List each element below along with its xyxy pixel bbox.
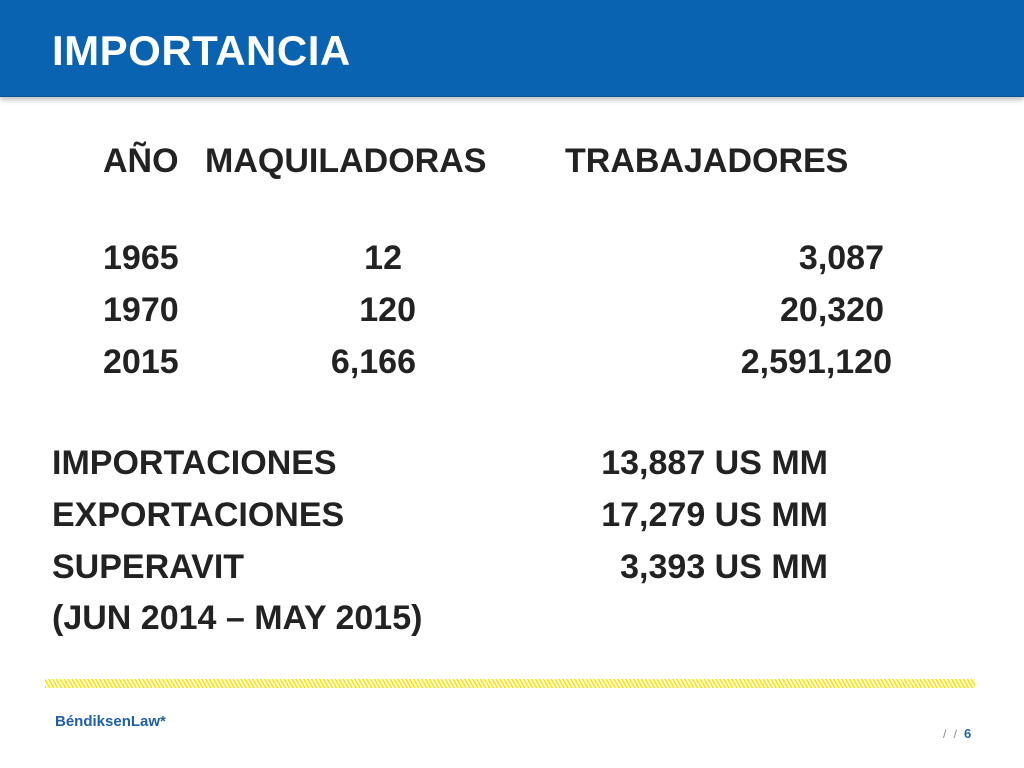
year-cell: 1965 (103, 239, 179, 277)
plants-cell: 120 (359, 291, 416, 329)
workers-cell: 2,591,120 (740, 343, 892, 381)
workers-column-header: TRABAJADORES (565, 142, 849, 180)
brand-logo: BéndiksenLaw* (55, 713, 166, 730)
header-band: IMPORTANCIA (0, 0, 1024, 97)
year-cell: 2015 (103, 343, 179, 381)
imports-value: 13,887 US MM (601, 444, 828, 482)
plants-cell: 12 (364, 239, 402, 277)
year-cell: 1970 (103, 291, 179, 329)
yellow-hatched-divider (45, 679, 975, 688)
workers-cell: 20,320 (780, 291, 884, 329)
slide-title: IMPORTANCIA (52, 27, 351, 74)
plants-column-header: MAQUILADORAS (205, 142, 487, 180)
page-number: 6 (964, 726, 972, 741)
period-note: (JUN 2014 – MAY 2015) (52, 599, 423, 637)
imports-label: IMPORTACIONES (52, 444, 337, 482)
surplus-label: SUPERAVIT (52, 548, 245, 586)
exports-value: 17,279 US MM (601, 496, 828, 534)
exports-label: EXPORTACIONES (52, 496, 345, 534)
plants-cell: 6,166 (330, 343, 416, 381)
workers-cell: 3,087 (798, 239, 884, 277)
surplus-value: 3,393 US MM (620, 548, 828, 586)
page-separator: / / (943, 727, 960, 741)
year-column-header: AÑO (103, 142, 179, 180)
